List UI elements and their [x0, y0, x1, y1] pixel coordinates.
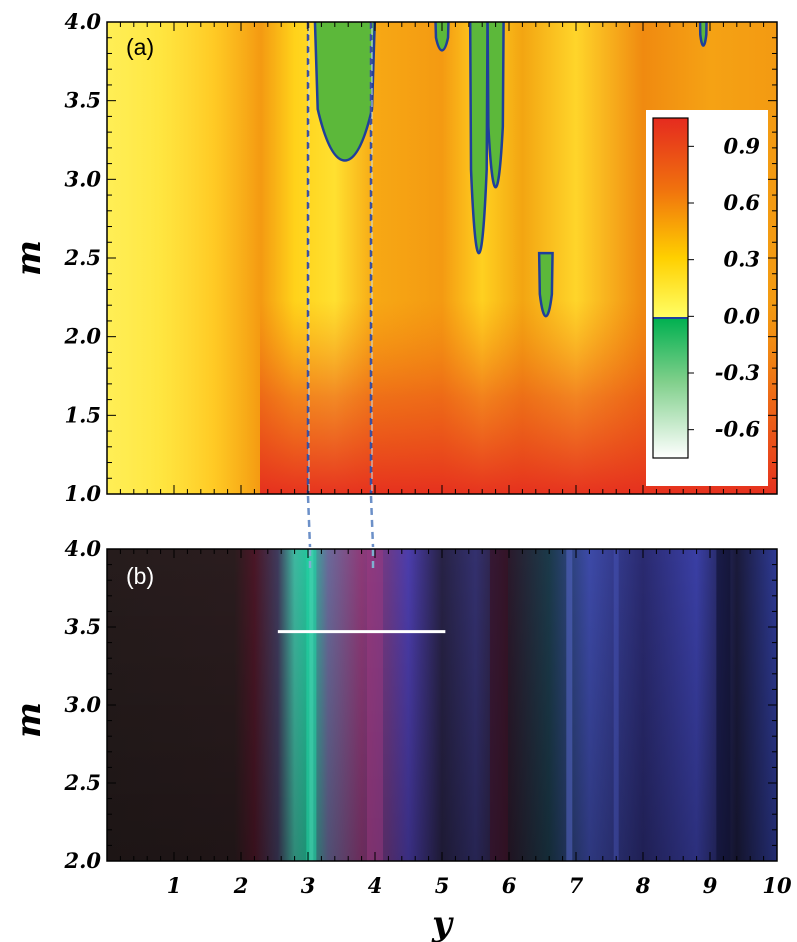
colorbar-tick-labels: 0.9 0.6 0.3 0.0 -0.3 -0.6	[688, 133, 761, 442]
panel-b-label: (b)	[126, 563, 154, 589]
x-axis-title: y	[431, 904, 454, 942]
colorbar-tick-label: -0.3	[715, 360, 760, 385]
negative-region-4	[486, 22, 505, 189]
colorbar-tick-label: -0.6	[715, 417, 761, 442]
panel-b-y-tick-label: 2.5	[63, 770, 101, 795]
panel-b-streak-6	[613, 549, 619, 861]
panel-a-y-tick-label: 2.0	[63, 324, 101, 349]
panel-a-ticks	[106, 21, 778, 495]
x-tick-label: 1	[167, 873, 182, 898]
panel-connectors	[306, 495, 375, 548]
panel-b-features	[306, 549, 731, 861]
panel-b-y-tick-label: 3.5	[64, 614, 101, 639]
negative-region-3	[468, 22, 489, 255]
x-tick-label: 3	[301, 873, 316, 898]
panel-b-reference-lines	[308, 549, 375, 570]
panel-b-ticks	[106, 548, 778, 862]
colorbar-positive-segment	[653, 118, 688, 318]
x-tick-label: 9	[703, 873, 718, 898]
x-tick-label: 5	[435, 873, 450, 898]
colorbar-tick-label: 0.0	[723, 303, 760, 328]
x-tick-label: 2	[233, 873, 249, 898]
panel-b: 2.0 2.5 3.0 3.5 4.0 1 2 3 4 5 6 7 8 9 10 m y (b)	[9, 536, 792, 942]
panel-a-label: (a)	[126, 34, 154, 60]
x-tick-label: 7	[569, 873, 584, 898]
negative-region-2	[434, 22, 450, 52]
negative-region-1	[313, 22, 376, 162]
x-tick-label: 4	[368, 873, 383, 898]
panel-b-x-tick-labels: 1 2 3 4 5 6 7 8 9 10	[167, 873, 792, 898]
panel-b-heatmap-shade	[107, 549, 777, 861]
panel-b-streak-2	[309, 549, 314, 861]
panel-b-streak-7	[716, 549, 731, 861]
x-tick-label: 8	[635, 873, 651, 898]
colorbar-tick-label: 0.6	[723, 190, 760, 215]
panel-b-streak-1	[306, 549, 317, 861]
panel-a-heatmap-left-fade	[107, 22, 257, 494]
panel-b-y-tick-label: 3.0	[64, 692, 101, 717]
panel-b-y-axis-title: m	[9, 702, 49, 738]
panel-b-y-tick-label: 4.0	[64, 536, 101, 561]
panel-a-y-tick-label: 4.0	[64, 9, 101, 34]
panel-a-y-axis-title: m	[9, 240, 49, 276]
x-tick-label: 10	[762, 873, 792, 898]
negative-region-6	[698, 22, 708, 47]
panel-a-y-tick-label: 1.5	[64, 402, 101, 427]
x-tick-label: 6	[502, 873, 517, 898]
panel-a-y-tick-label: 3.0	[64, 166, 101, 191]
panel-a-y-tick-label: 1.0	[64, 481, 101, 506]
colorbar: 0.9 0.6 0.3 0.0 -0.3 -0.6	[646, 110, 768, 486]
colorbar-tick-label: 0.9	[723, 133, 760, 158]
panel-a: 1.0 1.5 2.0 2.5 3.0 3.5 4.0 m (a) 0.9 0.6 0.3 0.0…	[9, 9, 778, 506]
panel-b-y-tick-labels: 2.0 2.5 3.0 3.5 4.0	[63, 536, 101, 873]
colorbar-frame	[652, 117, 689, 459]
panel-a-y-tick-label: 3.5	[64, 88, 101, 113]
colorbar-negative-segment	[653, 318, 688, 458]
panel-a-y-tick-labels: 1.0 1.5 2.0 2.5 3.0 3.5 4.0	[63, 9, 101, 506]
reference-lines	[306, 22, 373, 494]
panel-b-streak-4	[489, 549, 508, 861]
negative-regions	[313, 22, 708, 318]
panel-b-streak-5	[566, 549, 573, 861]
panel-a-y-tick-label: 2.5	[63, 245, 101, 270]
connector-line-2	[369, 495, 375, 548]
connector-line-1	[306, 495, 312, 548]
negative-region-5	[537, 251, 554, 318]
panel-b-y-tick-label: 2.0	[63, 848, 101, 873]
colorbar-tick-label: 0.3	[723, 247, 760, 272]
panel-b-streak-3	[367, 549, 383, 861]
